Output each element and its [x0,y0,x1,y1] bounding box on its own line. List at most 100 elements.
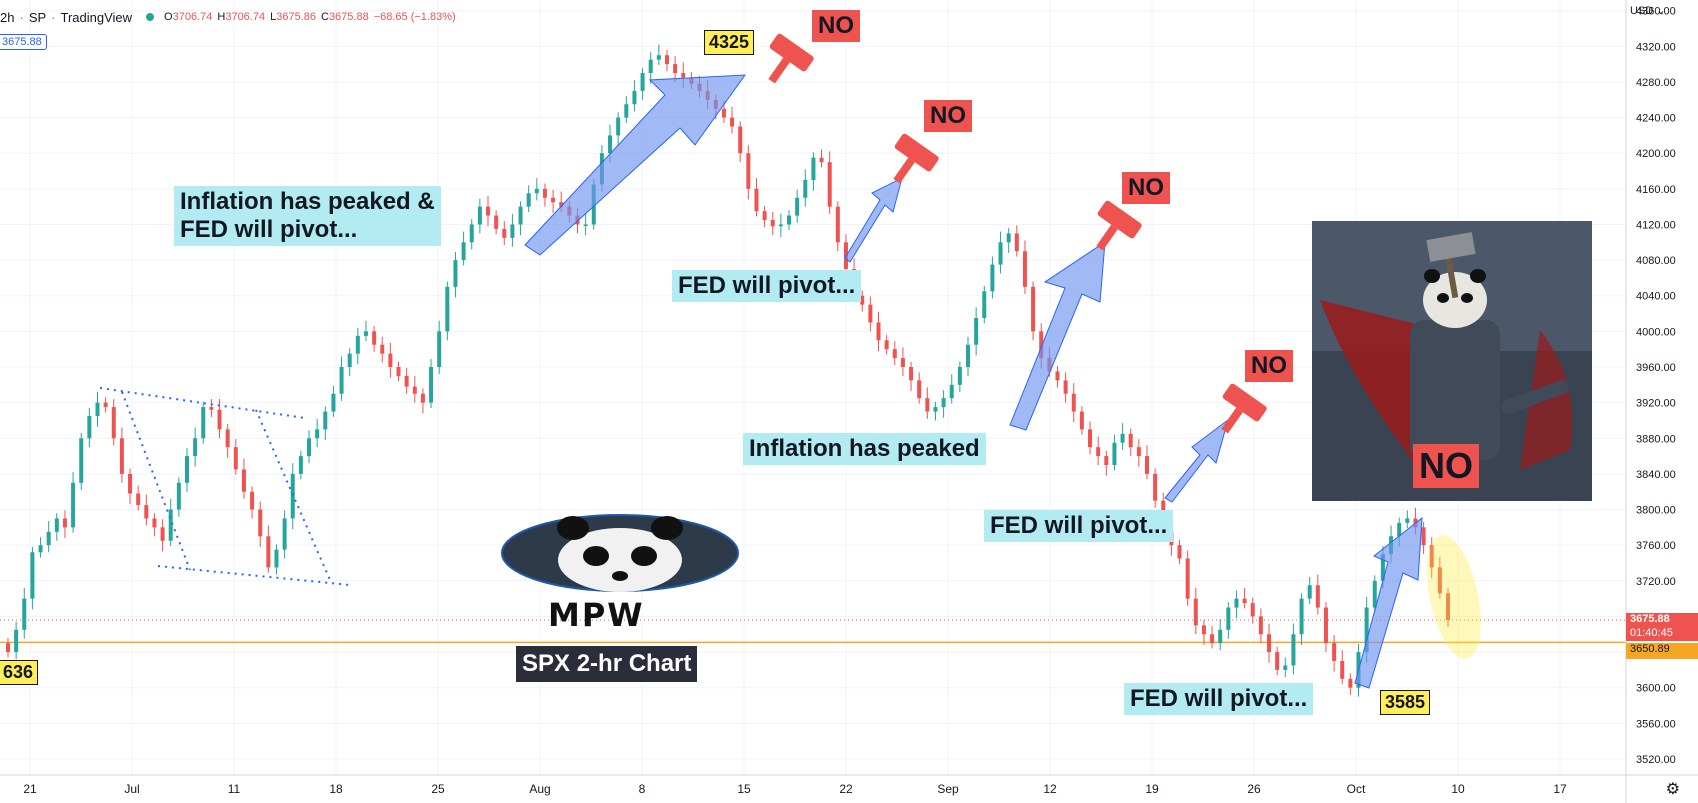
x-tick-label: 19 [1145,782,1159,796]
candle-body [258,509,263,537]
candle-body [71,482,76,528]
gavel-icon [768,33,814,84]
y-tick-label: 4160.00 [1636,184,1676,196]
candle-body [1242,598,1247,604]
candle-body [616,117,621,136]
candle-body [1088,429,1093,448]
candle-body [1096,447,1101,457]
candle-body [1079,411,1084,430]
candle-body [827,162,832,207]
candle-body [1218,629,1223,644]
candle-body [30,552,35,599]
candle-body [453,260,458,287]
low-price-label: 3585 [1380,690,1431,715]
annotation-inflation-peaked: Inflation has peaked [743,433,986,465]
y-tick-label: 3760.00 [1636,540,1676,552]
no-label: NO [924,100,972,132]
x-tick-label: 25 [431,782,445,796]
candle-body [1364,607,1369,653]
candle-body [1226,607,1231,630]
candle-body [746,153,751,189]
y-tick-label: 3840.00 [1636,469,1676,481]
candle-body [1144,456,1149,474]
candle-body [1014,233,1019,252]
symbol-label[interactable]: SP [28,9,47,25]
candle-body [184,456,189,483]
candle-body [1315,585,1320,608]
y-tick-label: 3600.00 [1636,683,1676,695]
y-tick-label: 4000.00 [1636,326,1676,338]
candle-body [966,344,970,368]
candle-body [119,438,124,474]
candle-body [363,331,368,336]
candle-body [62,518,67,528]
candle-body [778,224,783,227]
annotation-inflation-fed: Inflation has peaked & FED will pivot... [174,186,441,246]
arrow-up-late-sep [1164,418,1229,503]
close-value: 3675.88 [328,11,369,23]
annotation-fed-pivot-2: FED will pivot... [984,510,1174,542]
candle-body [1307,585,1312,599]
high-price-label: 4325 [704,30,755,55]
candle-body [957,367,962,385]
candle-body [201,407,206,439]
candle-body [559,202,564,207]
candle-body [1128,433,1133,448]
candle-body [892,349,897,359]
candle-body [1421,527,1426,546]
y-tick-label: 3560.00 [1636,718,1676,730]
candle-body [925,398,930,412]
annotation-line: FED will pivot... [180,216,358,243]
candle-body [1299,598,1304,635]
y-tick-label: 4240.00 [1636,113,1676,125]
no-label-large: NO [1413,444,1479,488]
annotation-fed-pivot-3: FED will pivot... [1124,683,1314,715]
candle-body [54,518,59,532]
candle-body [1071,393,1076,412]
x-tick-label: Oct [1347,782,1366,796]
high-value: 3706.74 [225,11,266,23]
candle-body [632,90,637,105]
candle-body [95,402,100,417]
candle-body [494,215,499,229]
candle-body [974,318,979,345]
gavel-icon [1221,383,1267,434]
candle-body [884,340,889,350]
candle-body [412,386,417,394]
candle-body [917,380,922,399]
candle-body [754,188,759,212]
candle-body [608,135,613,154]
candle-body [1258,616,1263,635]
candle-body [1380,554,1385,581]
currency-selector[interactable]: USD ⌄ [1630,5,1666,17]
candle-body [835,206,840,243]
candle-body [640,73,645,91]
settings-gear-icon[interactable]: ⚙ [1665,781,1680,798]
candle-body [1405,518,1410,523]
candle-body [152,518,157,528]
candle-body [795,197,800,216]
y-tick-label: 3800.00 [1636,505,1676,517]
candle-body [583,224,588,226]
x-tick-label: 18 [329,782,343,796]
candle-body [1429,545,1434,568]
candle-body [477,206,482,225]
ohlc-values: O3706.74 H3706.74 L3675.86 C3675.88 −68.65 (… [164,11,456,23]
candle-body [128,473,133,494]
x-tick-label: 12 [1043,782,1057,796]
candle-body [225,429,230,448]
candle-body [909,367,914,381]
candle-body [648,59,653,74]
arrow-up-sep [1009,241,1106,431]
annotation-fed-pivot-1: FED will pivot... [672,270,862,302]
interval-label[interactable]: 2h [0,9,15,25]
candle-body [518,206,523,225]
candle-body [1340,660,1345,679]
candle-body [738,126,743,154]
y-tick-label: 4080.00 [1636,255,1676,267]
candle-body [372,331,377,345]
candle-body [982,291,987,319]
candle-body [998,242,1003,265]
